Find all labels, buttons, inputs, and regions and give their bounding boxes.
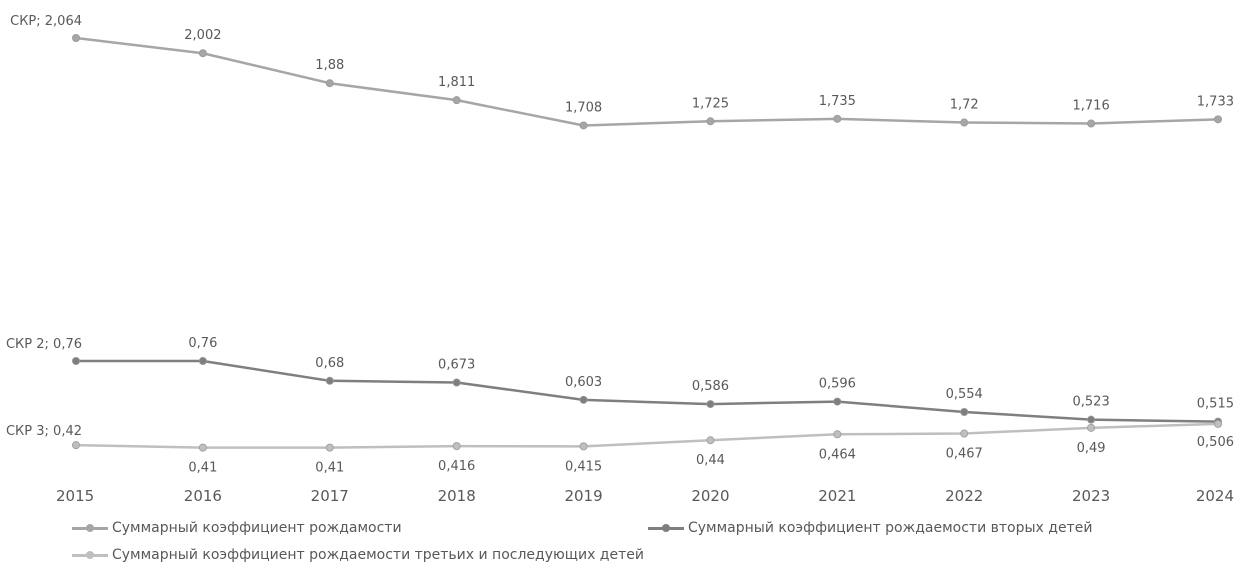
data-label: 1,735 (819, 94, 856, 109)
x-tick-label: 2023 (1072, 487, 1110, 505)
data-label: 0,416 (438, 459, 475, 474)
data-point (325, 376, 334, 385)
data-label: 0,673 (438, 358, 475, 373)
data-point (72, 34, 81, 43)
data-point (72, 356, 81, 365)
data-label: 1,725 (692, 96, 729, 111)
data-label: 0,603 (565, 375, 602, 390)
data-label: 0,523 (1073, 395, 1110, 410)
data-point (706, 436, 715, 445)
data-label: 1,88 (315, 58, 344, 73)
x-axis-tick-labels: 2015 2016 2017 2018 2019 2020 2021 2022 2023 2024 (56, 487, 1234, 505)
data-label: 0,586 (692, 379, 729, 394)
data-label: 2,002 (184, 28, 221, 43)
data-label: 0,515 (1197, 397, 1234, 412)
data-point (1087, 423, 1096, 432)
data-point (198, 49, 207, 58)
data-label-layer: СКР; 2,064 2,002 1,88 1,811 1,708 1,725 1,735 1… (6, 14, 1234, 476)
data-point (960, 429, 969, 438)
series-layer (72, 34, 1223, 452)
series-line-3 (75, 422, 1219, 449)
data-point (1087, 119, 1096, 128)
x-tick-label: 2016 (184, 487, 222, 505)
x-tick-label: 2022 (945, 487, 983, 505)
data-point (706, 117, 715, 126)
data-point (452, 378, 461, 387)
x-tick-label: 2018 (438, 487, 476, 505)
data-label: 0,415 (565, 459, 602, 474)
data-point (579, 442, 588, 451)
data-label: СКР 2; 0,76 (6, 337, 82, 352)
data-point (833, 397, 842, 406)
data-point (706, 400, 715, 409)
x-tick-label: 2019 (564, 487, 602, 505)
data-point (452, 442, 461, 451)
data-label: 0,49 (1077, 441, 1106, 456)
data-label: 1,811 (438, 75, 475, 90)
data-point (1087, 415, 1096, 424)
x-tick-label: 2017 (311, 487, 349, 505)
data-point (325, 443, 334, 452)
data-point (579, 121, 588, 130)
data-label: СКР; 2,064 (10, 14, 82, 29)
data-label: 0,467 (946, 447, 983, 462)
data-label: 0,41 (188, 461, 217, 476)
x-tick-label: 2020 (691, 487, 729, 505)
data-point (72, 441, 81, 450)
data-label: 0,506 (1197, 435, 1234, 450)
data-point (833, 114, 842, 123)
data-label: 0,44 (696, 453, 725, 468)
data-point (960, 118, 969, 127)
data-point (579, 395, 588, 404)
series-line-1 (75, 36, 1219, 127)
data-label: 0,554 (946, 387, 983, 402)
data-point (960, 407, 969, 416)
data-label: 1,72 (950, 98, 979, 113)
data-point (1214, 115, 1223, 124)
data-label: 0,76 (188, 336, 217, 351)
series-line-2 (76, 359, 1219, 423)
data-label: 1,716 (1073, 99, 1110, 114)
data-point (1214, 419, 1223, 428)
x-tick-label: 2015 (56, 487, 94, 505)
data-point (198, 356, 207, 365)
data-label: 1,708 (565, 100, 602, 115)
x-tick-label: 2024 (1196, 487, 1234, 505)
data-point (198, 443, 207, 452)
data-point (325, 79, 334, 88)
data-label: СКР 3; 0,42 (6, 424, 82, 439)
data-label: 0,464 (819, 447, 856, 462)
data-point (452, 96, 461, 105)
data-label: 0,596 (819, 377, 856, 392)
data-point (833, 430, 842, 439)
x-tick-label: 2021 (818, 487, 856, 505)
data-label: 0,68 (315, 356, 344, 371)
data-label: 0,41 (315, 461, 344, 476)
data-label: 1,733 (1197, 94, 1234, 109)
